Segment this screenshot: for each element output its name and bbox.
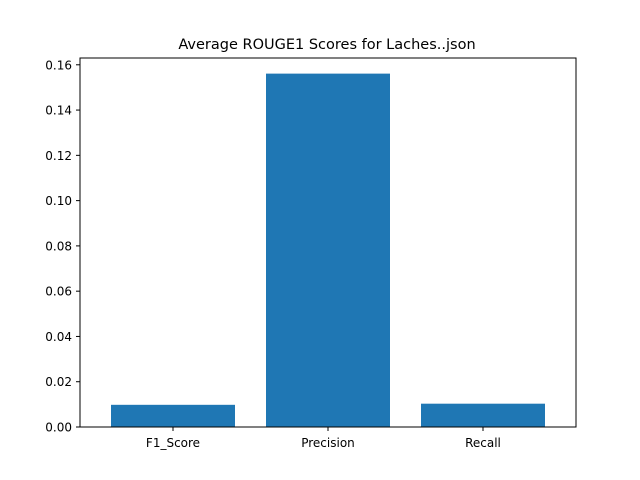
y-axis: 0.00 0.02 0.04 0.06 0.08 0.10 0.12 0.14 0.16: [45, 58, 80, 435]
bars: [111, 73, 545, 428]
y-tick-label: 0.02: [45, 375, 72, 389]
y-tick-label: 0.06: [45, 285, 72, 299]
y-tick-label: 0.14: [45, 104, 72, 118]
bar-precision: [266, 73, 390, 428]
y-tick-label: 0.10: [45, 194, 72, 208]
y-tick-label: 0.04: [45, 330, 72, 344]
x-axis: F1_Score Precision Recall: [146, 427, 501, 450]
y-tick-label: 0.16: [45, 58, 72, 72]
x-tick-label: F1_Score: [146, 436, 200, 450]
x-tick-label: Precision: [301, 436, 355, 450]
y-tick-label: 0.12: [45, 149, 72, 163]
y-tick-label: 0.00: [45, 421, 72, 435]
chart-title: Average ROUGE1 Scores for Laches..json: [178, 37, 475, 53]
bar-recall: [421, 403, 545, 427]
x-tick-label: Recall: [465, 436, 501, 450]
bar-f1-score: [111, 404, 235, 427]
plot-frame: [79, 57, 577, 428]
y-tick-label: 0.08: [45, 239, 72, 253]
